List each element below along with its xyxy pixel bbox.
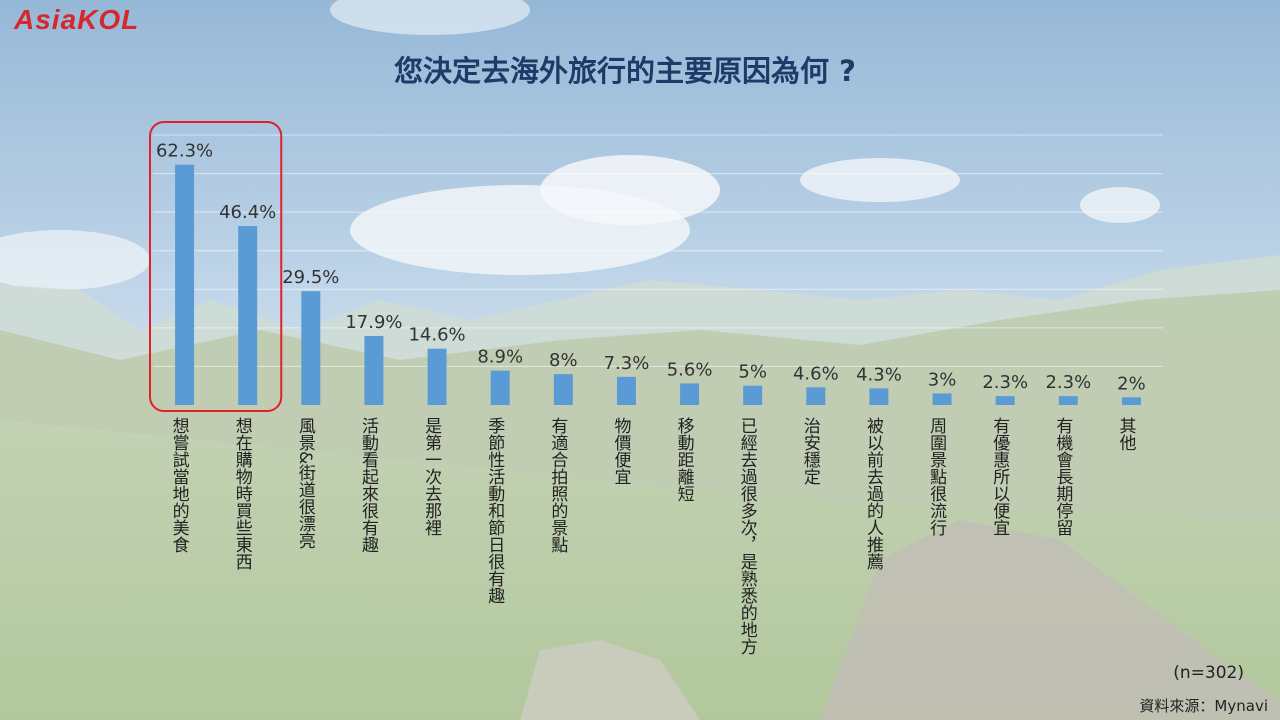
bar-value-label: 3% [928, 369, 957, 390]
asiakol-logo: AsiaKOL [14, 4, 140, 35]
bar [1121, 397, 1141, 405]
bar-value-label: 5.6% [667, 359, 713, 380]
category-label: 治安穩定 [800, 417, 821, 485]
category-label: 有機會長期停留 [1052, 417, 1073, 536]
highlight-box [149, 121, 283, 412]
bar-value-label: 46.4% [219, 202, 276, 223]
bar-value-label: 4.6% [793, 363, 839, 384]
category-label: 物價便宜 [610, 417, 631, 485]
bar [869, 388, 889, 405]
category-label: 有優惠所以便宜 [989, 417, 1010, 536]
bar [932, 393, 952, 405]
bar [995, 396, 1015, 405]
bar-value-label: 62.3% [156, 141, 213, 162]
bar-value-label: 14.6% [408, 325, 465, 346]
category-label: 已經去過很多次，是熟悉的地方 [737, 417, 758, 655]
chart-title: 您決定去海外旅行的主要原因為何 ? [394, 54, 856, 88]
category-label: 活動看起來很有趣 [358, 417, 379, 553]
bar [364, 335, 384, 405]
category-label: 周圍景點很流行 [926, 417, 947, 537]
source-label: 資料來源：Mynavi [1139, 697, 1268, 715]
category-label: 其他 [1115, 417, 1136, 451]
category-label: 移動距離短 [674, 417, 695, 502]
bar-value-label: 17.9% [345, 312, 402, 333]
bar-value-label: 2% [1117, 373, 1146, 394]
bar-value-label: 8% [549, 350, 578, 371]
sample-size-label: (n=302) [1173, 663, 1244, 683]
bar-value-label: 7.3% [604, 353, 650, 374]
category-label: 是第一次去那裡 [421, 417, 442, 536]
bar-value-label: 29.5% [282, 267, 339, 288]
bar-value-label: 4.3% [856, 364, 902, 385]
category-label: 有適合拍照的景點 [547, 417, 568, 553]
bar [301, 291, 321, 405]
bar [743, 385, 763, 405]
category-label: 被以前去過的人推薦 [863, 417, 884, 570]
bar [553, 374, 573, 405]
bar [490, 370, 510, 405]
bar [806, 387, 826, 405]
bar [238, 226, 258, 405]
bar-value-label: 2.3% [982, 372, 1028, 393]
bar [175, 164, 195, 405]
bar-value-label: 2.3% [1045, 372, 1091, 393]
category-label: 季節性活動和節日很有趣 [484, 417, 505, 604]
bar-value-label: 5% [738, 362, 767, 383]
bar [427, 348, 447, 405]
category-label: 想嘗試當地的美食 [169, 417, 190, 553]
bar [1058, 396, 1078, 405]
bar [680, 383, 700, 405]
category-label: 風景&街道很漂亮 [295, 417, 316, 549]
bar [616, 376, 636, 405]
category-label: 想在購物時買些東西 [232, 417, 253, 570]
bar-value-label: 8.9% [477, 347, 523, 368]
